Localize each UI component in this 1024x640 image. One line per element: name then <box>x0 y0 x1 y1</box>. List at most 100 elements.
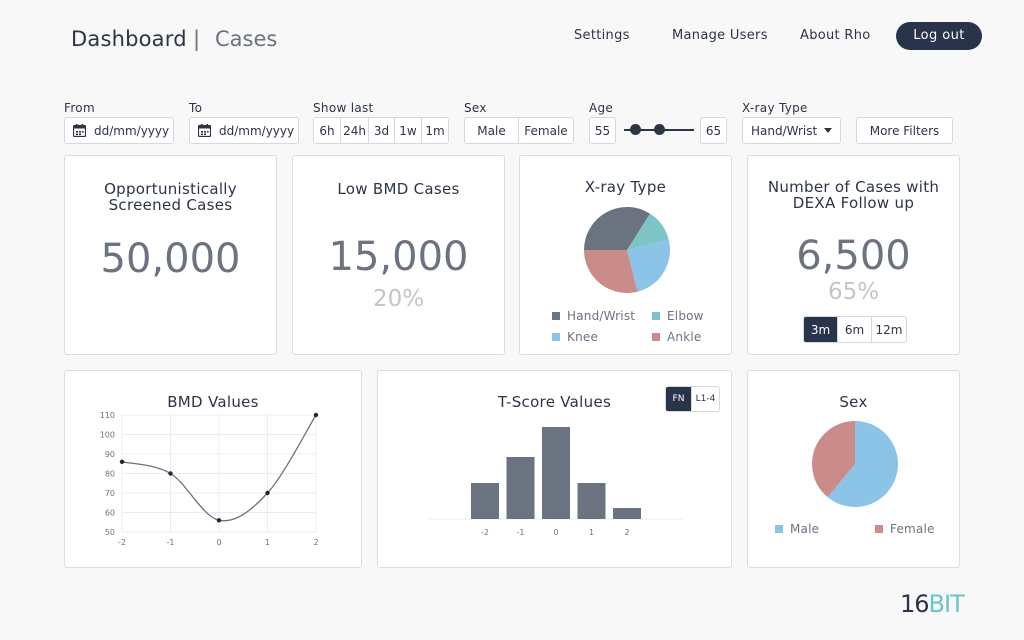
tscore-bar <box>506 457 535 519</box>
from-date-input[interactable]: dd/mm/yyyy <box>64 117 174 144</box>
tscore-bar <box>542 427 570 519</box>
pie-slice-male <box>827 421 898 507</box>
more-filters-button[interactable]: More Filters <box>856 117 953 144</box>
bmd-data-point <box>265 490 270 496</box>
brand-logo: 16BIT <box>900 590 965 618</box>
bmd-data-point <box>216 518 222 523</box>
nav-about-rho[interactable]: About Rho <box>800 28 871 43</box>
x-tick-label: 2 <box>313 538 318 547</box>
show-last-segment: 6h 24h 3d 1w 1m <box>313 117 449 144</box>
sex-chart-title: Sex <box>839 393 868 411</box>
title-separator: | <box>193 27 201 51</box>
pie-slice-knee <box>627 239 670 292</box>
low-bmd-title: Low BMD Cases <box>337 180 460 198</box>
y-tick-label: 60 <box>105 509 115 518</box>
show-last-1w[interactable]: 1w <box>395 118 422 143</box>
period-6m[interactable]: 6m <box>838 317 872 342</box>
y-tick-label: 100 <box>100 431 115 440</box>
sex-filter-male[interactable]: Male <box>465 118 519 143</box>
y-tick-label: 80 <box>105 470 115 479</box>
screened-title-line1: Opportunistically <box>104 180 237 198</box>
logout-button[interactable]: Log out <box>896 22 982 50</box>
legend-label: Knee <box>567 330 599 344</box>
legend-female: Female <box>875 522 935 536</box>
x-tick-label: 1 <box>589 528 594 537</box>
dexa-title-line1: Number of Cases with <box>767 178 940 196</box>
legend-swatch <box>652 312 660 320</box>
screened-title-line2: Screened Cases <box>108 196 233 214</box>
tscore-bar-chart: -2 -1 0 1 2 <box>428 427 683 537</box>
nav-manage-users[interactable]: Manage Users <box>672 28 768 43</box>
age-slider-max-handle[interactable] <box>654 124 665 135</box>
show-last-24h[interactable]: 24h <box>341 118 369 143</box>
x-tick-label: -2 <box>481 528 489 537</box>
nav-settings[interactable]: Settings <box>574 28 630 43</box>
show-last-3d[interactable]: 3d <box>369 118 395 143</box>
low-bmd-value: 15,000 <box>328 234 469 280</box>
pie-slice-hand-wrist <box>584 207 651 250</box>
show-last-6h[interactable]: 6h <box>314 118 341 143</box>
age-min-input[interactable]: 55 <box>589 117 616 144</box>
period-12m[interactable]: 12m <box>875 322 903 337</box>
to-date-placeholder: dd/mm/yyyy <box>219 123 295 138</box>
legend-swatch <box>552 312 560 320</box>
pie-slice-ankle <box>584 250 638 293</box>
xray-type-select[interactable]: Hand/Wrist <box>742 117 841 144</box>
bmd-data-point <box>119 459 125 464</box>
x-tick-label: 2 <box>624 528 629 537</box>
xray-type-card: X-ray Type Hand/Wrist Elbow Knee Ankle <box>519 155 732 355</box>
age-max-input[interactable]: 65 <box>700 117 727 144</box>
page-subtitle[interactable]: Cases <box>215 27 278 51</box>
sex-filter-female[interactable]: Female <box>524 123 568 138</box>
sex-pie-chart <box>812 421 898 507</box>
tscore-values-card: T-Score Values FN L1-4 -2 -1 0 1 2 <box>377 370 732 568</box>
x-tick-label: -1 <box>517 528 525 537</box>
caret-down-icon <box>824 128 832 133</box>
show-last-1m[interactable]: 1m <box>425 123 445 138</box>
y-tick-label: 50 <box>105 528 115 537</box>
age-slider-min-handle[interactable] <box>630 124 641 135</box>
x-tick-label: 0 <box>216 538 221 547</box>
low-bmd-percent: 20% <box>372 286 425 312</box>
legend-hand-wrist: Hand/Wrist <box>552 309 635 323</box>
from-date-placeholder: dd/mm/yyyy <box>94 123 170 138</box>
xray-type-pie-chart <box>584 207 670 293</box>
legend-label: Elbow <box>667 309 704 323</box>
x-tick-label: 0 <box>553 528 558 537</box>
sex-filter-label: Sex <box>464 101 487 115</box>
tscore-bar <box>613 508 641 519</box>
xray-filter-label: X-ray Type <box>742 101 808 115</box>
bmd-values-title: BMD Values <box>167 393 259 411</box>
low-bmd-card: Low BMD Cases 15,000 20% <box>292 155 505 355</box>
brand-prefix: 16 <box>900 590 930 618</box>
brand-suffix: BIT <box>928 590 965 618</box>
bmd-values-card: BMD Values 50 60 70 80 90 100 110 -2 -1 0 1 2 <box>64 370 362 568</box>
calendar-icon <box>73 124 86 137</box>
toggle-l1-4[interactable]: L1-4 <box>695 394 716 404</box>
dexa-value: 6,500 <box>796 233 911 279</box>
screened-cases-card: Opportunistically Screened Cases 50,000 <box>64 155 277 355</box>
to-label: To <box>189 101 203 115</box>
legend-swatch <box>652 333 660 341</box>
show-last-label: Show last <box>313 101 374 115</box>
dexa-period-toggle: 3m 6m 12m <box>803 316 907 343</box>
tscore-bar <box>471 483 499 519</box>
pie-slice-elbow <box>627 213 669 250</box>
legend-male: Male <box>775 522 819 536</box>
sex-filter-segment: Male Female <box>464 117 574 144</box>
period-3m[interactable]: 3m <box>804 317 838 342</box>
bmd-data-point <box>313 412 319 418</box>
dexa-followup-card: Number of Cases with DEXA Follow up 6,50… <box>747 155 960 355</box>
x-tick-label: -2 <box>118 538 126 547</box>
page-title: Dashboard <box>71 27 187 51</box>
pie-slice-female <box>812 421 855 498</box>
tscore-site-toggle: FN L1-4 <box>665 386 720 412</box>
to-date-input[interactable]: dd/mm/yyyy <box>189 117 299 144</box>
tscore-title: T-Score Values <box>497 393 612 411</box>
legend-ankle: Ankle <box>652 330 701 344</box>
y-tick-label: 110 <box>100 411 115 420</box>
legend-swatch <box>552 333 560 341</box>
toggle-fn[interactable]: FN <box>666 387 692 411</box>
legend-label: Female <box>890 522 935 536</box>
from-label: From <box>64 101 95 115</box>
